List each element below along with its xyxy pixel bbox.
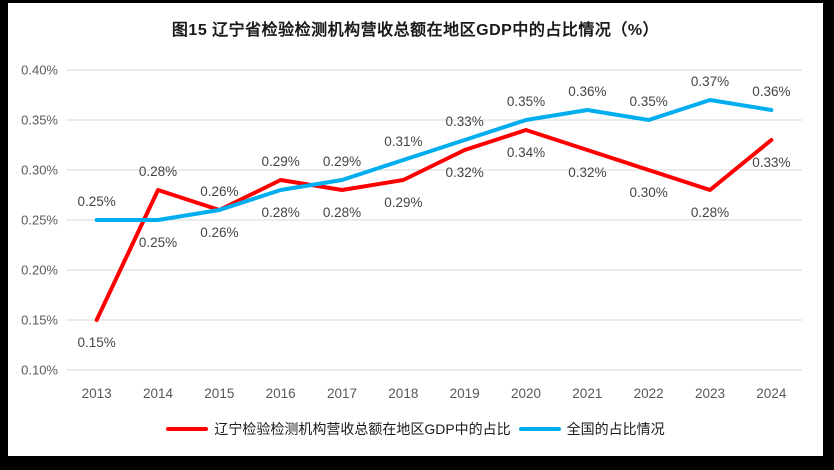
- data-label: 0.28%: [262, 205, 300, 220]
- x-tick-label: 2014: [143, 386, 174, 401]
- data-label: 0.37%: [691, 74, 729, 89]
- legend-line-swatch: [166, 427, 209, 431]
- gridlines: [66, 69, 802, 371]
- data-label: 0.28%: [691, 205, 729, 220]
- x-tick-label: 2022: [634, 386, 664, 401]
- y-tick-label: 0.15%: [21, 313, 58, 328]
- chart-canvas: 图15 辽宁省检验检测机构营收总额在地区GDP中的占比情况（%） 0.10% 0.…: [8, 3, 823, 456]
- data-label: 0.29%: [323, 154, 361, 169]
- data-label: 0.30%: [630, 185, 668, 200]
- data-label: 0.28%: [323, 205, 361, 220]
- series-line-0: [94, 128, 774, 322]
- legend-label: 全国的占比情况: [566, 421, 665, 437]
- x-axis-tick-labels: 2013 2014 2015 2016 2017 2018 2019 2020 2021 2022…: [82, 386, 787, 401]
- y-tick-label: 0.30%: [21, 163, 58, 178]
- data-labels-series-0: 0.15% 0.28% 0.26% 0.29% 0.28% 0.29% 0.32% 0.34%…: [78, 145, 791, 350]
- x-tick-label: 2021: [572, 386, 602, 401]
- data-label: 0.36%: [752, 84, 790, 99]
- x-tick-label: 2019: [450, 386, 480, 401]
- data-label: 0.25%: [78, 194, 116, 209]
- data-label: 0.32%: [568, 165, 606, 180]
- data-label: 0.33%: [446, 114, 484, 129]
- x-tick-label: 2018: [388, 386, 418, 401]
- data-labels-series-1: 0.25% 0.25% 0.26% 0.28% 0.29% 0.31% 0.33% 0.35%…: [78, 74, 791, 250]
- legend-item: 辽宁检验检测机构营收总额在地区GDP中的占比: [166, 419, 511, 439]
- y-axis-tick-labels: 0.10% 0.15% 0.20% 0.25% 0.30% 0.35% 0.40%: [21, 63, 58, 378]
- data-label: 0.34%: [507, 145, 545, 160]
- legend-item: 全国的占比情况: [518, 419, 665, 439]
- data-label: 0.29%: [384, 195, 422, 210]
- x-tick-label: 2023: [695, 386, 725, 401]
- x-tick-label: 2016: [266, 386, 296, 401]
- x-tick-label: 2024: [756, 386, 787, 401]
- data-label: 0.25%: [139, 235, 177, 250]
- data-label: 0.26%: [200, 184, 238, 199]
- data-label: 0.32%: [446, 165, 484, 180]
- data-label: 0.15%: [78, 335, 116, 350]
- x-tick-label: 2020: [511, 386, 541, 401]
- y-tick-label: 0.10%: [21, 363, 58, 378]
- data-label: 0.31%: [384, 134, 422, 149]
- data-label: 0.26%: [200, 225, 238, 240]
- data-label: 0.36%: [568, 84, 606, 99]
- y-tick-label: 0.20%: [21, 263, 58, 278]
- data-label: 0.35%: [507, 94, 545, 109]
- y-tick-label: 0.25%: [21, 213, 58, 228]
- x-tick-label: 2015: [204, 386, 234, 401]
- data-label: 0.28%: [139, 164, 177, 179]
- data-label: 0.33%: [752, 155, 790, 170]
- data-label: 0.29%: [262, 154, 300, 169]
- series-line-1: [94, 98, 774, 222]
- chart-title: 图15 辽宁省检验检测机构营收总额在地区GDP中的占比情况（%）: [171, 22, 660, 39]
- x-tick-label: 2017: [327, 386, 357, 401]
- y-tick-label: 0.35%: [21, 113, 58, 128]
- x-tick-label: 2013: [82, 386, 112, 401]
- legend-line-swatch: [518, 427, 561, 431]
- y-tick-label: 0.40%: [21, 63, 58, 78]
- legend-label: 辽宁检验检测机构营收总额在地区GDP中的占比: [214, 421, 511, 437]
- data-label: 0.35%: [630, 94, 668, 109]
- line-chart: 0.10%0.15%0.20%0.25%0.30%0.35%0.40%2013 2…: [21, 63, 802, 401]
- chart-legend: 辽宁检验检测机构营收总额在地区GDP中的占比 全国的占比情况: [8, 419, 823, 439]
